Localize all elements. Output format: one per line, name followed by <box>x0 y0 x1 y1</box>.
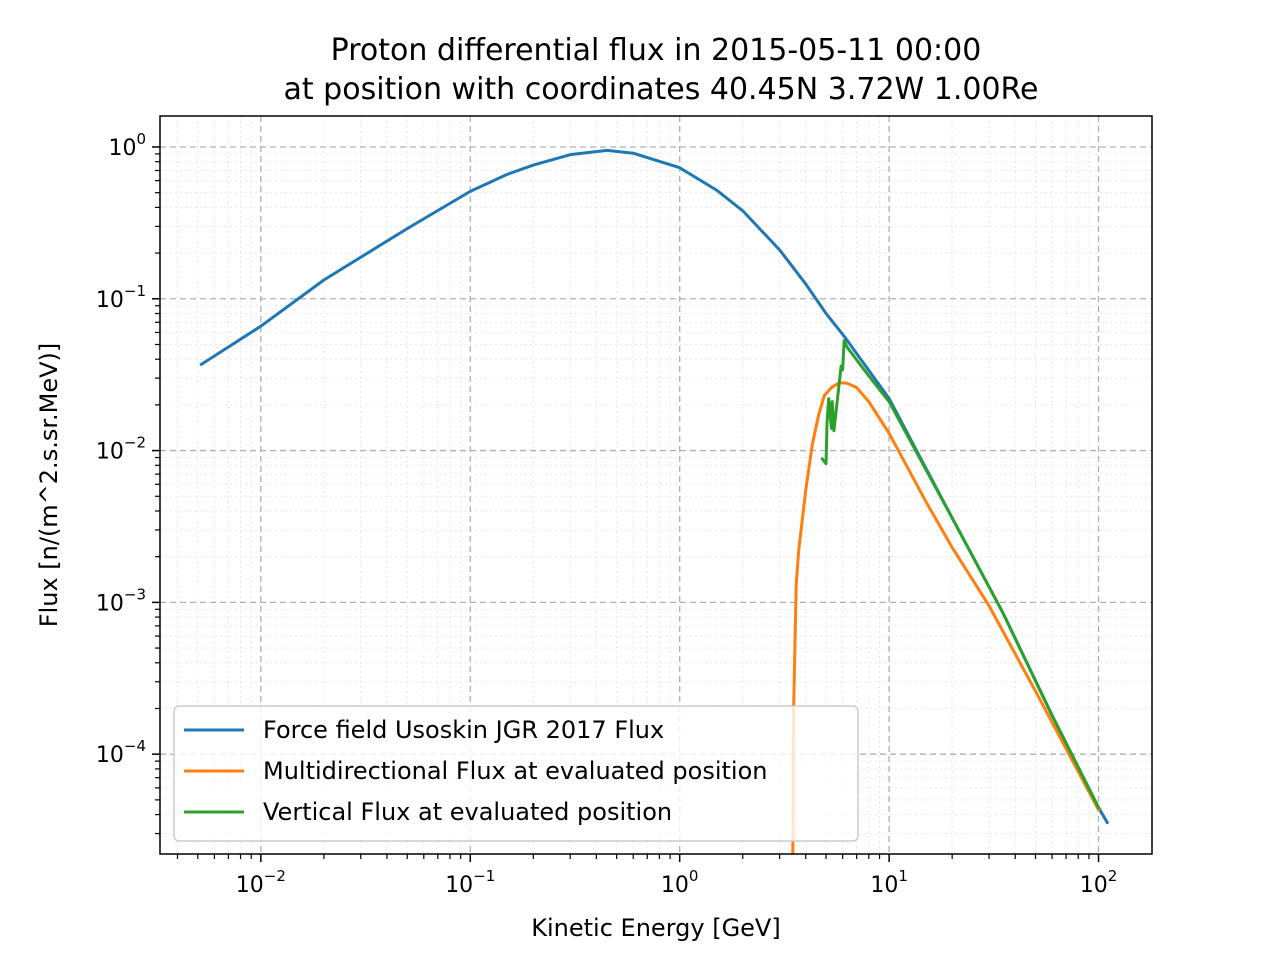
y-tick-label: 10−4 <box>96 737 146 768</box>
x-tick-label: 10−1 <box>445 867 495 898</box>
y-tick-label: 10−3 <box>96 585 146 616</box>
legend-label-2: Vertical Flux at evaluated position <box>263 798 672 826</box>
legend-box <box>173 705 859 842</box>
y-tick-label-exponent: −4 <box>124 737 146 755</box>
x-tick-label: 100 <box>661 867 699 898</box>
legend-label-1: Multidirectional Flux at evaluated posit… <box>263 757 767 785</box>
y-axis-label: Flux [n/(m^2.s.sr.MeV)] <box>35 343 63 627</box>
x-tick-label-exponent: −1 <box>473 867 495 885</box>
chart-title: Proton differential flux in 2015-05-11 0… <box>331 33 982 68</box>
y-tick-label-exponent: −1 <box>124 282 146 300</box>
chart-subtitle: at position with coordinates 40.45N 3.72… <box>283 72 1038 107</box>
x-tick-label-base: 10 <box>236 873 264 898</box>
y-tick-label: 100 <box>108 130 146 161</box>
series-line-2 <box>820 339 1101 810</box>
y-tick-label-base: 10 <box>108 136 136 161</box>
legend: Force field Usoskin JGR 2017 Flux Multid… <box>173 705 859 842</box>
y-tick-label-base: 10 <box>96 440 124 465</box>
x-tick-label-base: 10 <box>870 873 898 898</box>
y-tick-label-base: 10 <box>96 591 124 616</box>
x-tick-label-base: 10 <box>661 873 689 898</box>
x-tick-label-exponent: 1 <box>898 867 908 885</box>
y-tick-label-base: 10 <box>96 288 124 313</box>
x-tick-label: 101 <box>870 867 908 898</box>
x-tick-label-exponent: −2 <box>264 867 286 885</box>
x-tick-label-base: 10 <box>445 873 473 898</box>
y-tick-label-exponent: 0 <box>136 130 146 148</box>
x-axis-label: Kinetic Energy [GeV] <box>531 914 780 942</box>
y-tick-label-base: 10 <box>96 743 124 768</box>
y-tick-label: 10−1 <box>96 282 146 313</box>
axis-ticks <box>152 146 1100 862</box>
plot-frame <box>159 115 1153 855</box>
y-tick-label-exponent: −3 <box>124 585 146 603</box>
x-tick-label: 10−2 <box>236 867 286 898</box>
series-layer <box>199 148 1110 854</box>
x-tick-label-exponent: 0 <box>689 867 699 885</box>
x-tick-label-exponent: 2 <box>1108 867 1118 885</box>
x-tick-label: 102 <box>1080 867 1118 898</box>
legend-label-0: Force field Usoskin JGR 2017 Flux <box>263 716 664 744</box>
y-tick-label: 10−2 <box>96 434 146 465</box>
x-tick-label-base: 10 <box>1080 873 1108 898</box>
y-tick-label-exponent: −2 <box>124 434 146 452</box>
